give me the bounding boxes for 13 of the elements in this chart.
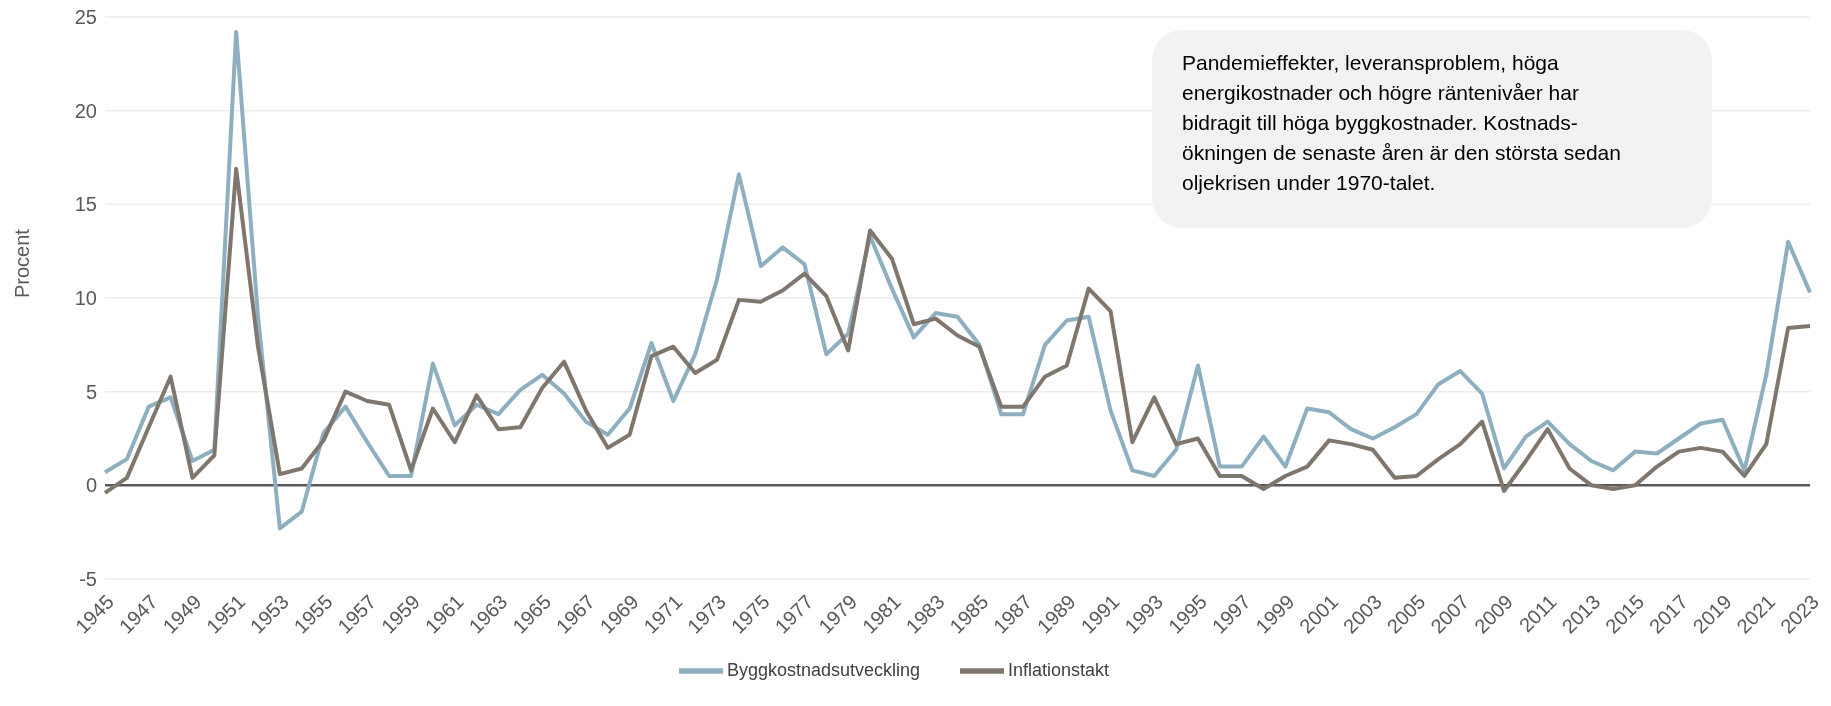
annotation: Pandemieffekter, leveransproblem, höga energikostnader och högre räntenivåer har bidragit till höga byggkostnader. Kostnads-ökningen de senaste åren är den största sedan oljekrisen under 1970-talet. [1182, 50, 1622, 196]
y-tick-label: 0 [85, 474, 97, 497]
y-tick-label: 15 [74, 193, 97, 216]
y-tick-label: 10 [74, 287, 97, 310]
y-tick-label: 5 [85, 380, 97, 403]
legend-label: Inflationstakt [1008, 659, 1110, 680]
legend-label: Byggkostnadsutveckling [726, 659, 921, 680]
y-tick-label: 20 [74, 99, 97, 122]
y-tick-label: -5 [79, 568, 97, 591]
y-tick-label: 25 [74, 6, 97, 29]
y-axis-title: Procent [11, 228, 34, 298]
line-series [103, 166, 1812, 495]
line-series [103, 29, 1812, 531]
